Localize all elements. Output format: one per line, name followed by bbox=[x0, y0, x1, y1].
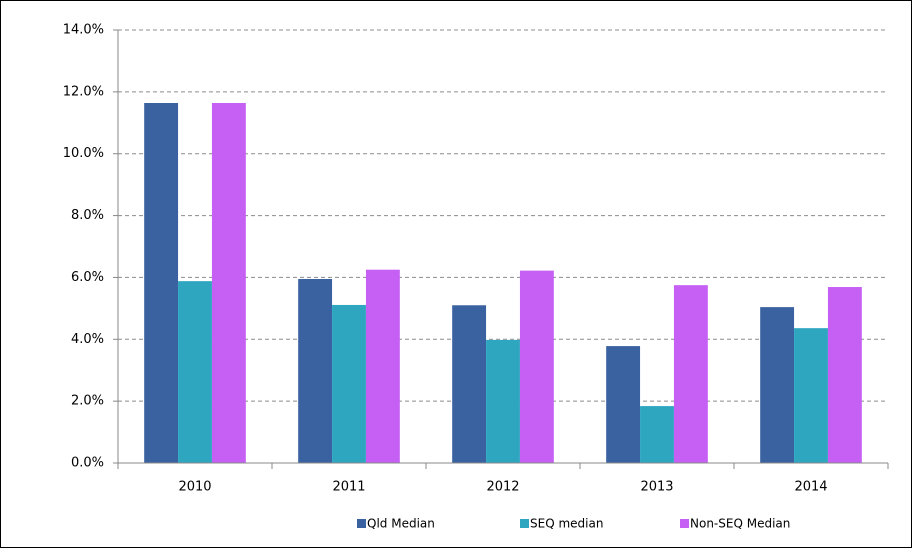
bar bbox=[452, 305, 487, 463]
x-tick-label: 2012 bbox=[486, 480, 519, 495]
bar bbox=[519, 270, 554, 463]
bar bbox=[486, 339, 520, 463]
bar bbox=[760, 307, 795, 463]
legend-label: Non-SEQ Median bbox=[690, 517, 790, 531]
bar bbox=[178, 281, 212, 463]
legend-swatch bbox=[680, 519, 689, 528]
bar bbox=[365, 269, 400, 463]
x-tick-label: 2010 bbox=[178, 480, 211, 495]
bar bbox=[211, 102, 246, 464]
x-tick-label: 2013 bbox=[640, 480, 673, 495]
bar bbox=[640, 406, 674, 463]
y-tick-label: 4.0% bbox=[71, 332, 104, 347]
y-tick-label: 2.0% bbox=[71, 394, 104, 409]
bar bbox=[332, 304, 366, 463]
bar bbox=[794, 328, 828, 463]
y-tick-label: 12.0% bbox=[63, 84, 104, 99]
y-tick-label: 8.0% bbox=[71, 208, 104, 223]
x-tick-label: 2014 bbox=[794, 480, 827, 495]
y-tick-label: 10.0% bbox=[63, 146, 104, 161]
legend-swatch bbox=[520, 519, 529, 528]
bar bbox=[606, 346, 641, 463]
x-tick-label: 2011 bbox=[332, 480, 365, 495]
legend-swatch bbox=[357, 519, 366, 528]
y-tick-label: 14.0% bbox=[63, 23, 104, 38]
y-tick-label: 6.0% bbox=[71, 270, 104, 285]
legend-label: Qld Median bbox=[367, 517, 435, 531]
bar bbox=[144, 102, 179, 464]
legend-label: SEQ median bbox=[530, 517, 603, 531]
bar bbox=[298, 278, 333, 463]
bar bbox=[673, 285, 708, 463]
y-tick-label: 0.0% bbox=[71, 456, 104, 471]
bar bbox=[827, 287, 862, 463]
